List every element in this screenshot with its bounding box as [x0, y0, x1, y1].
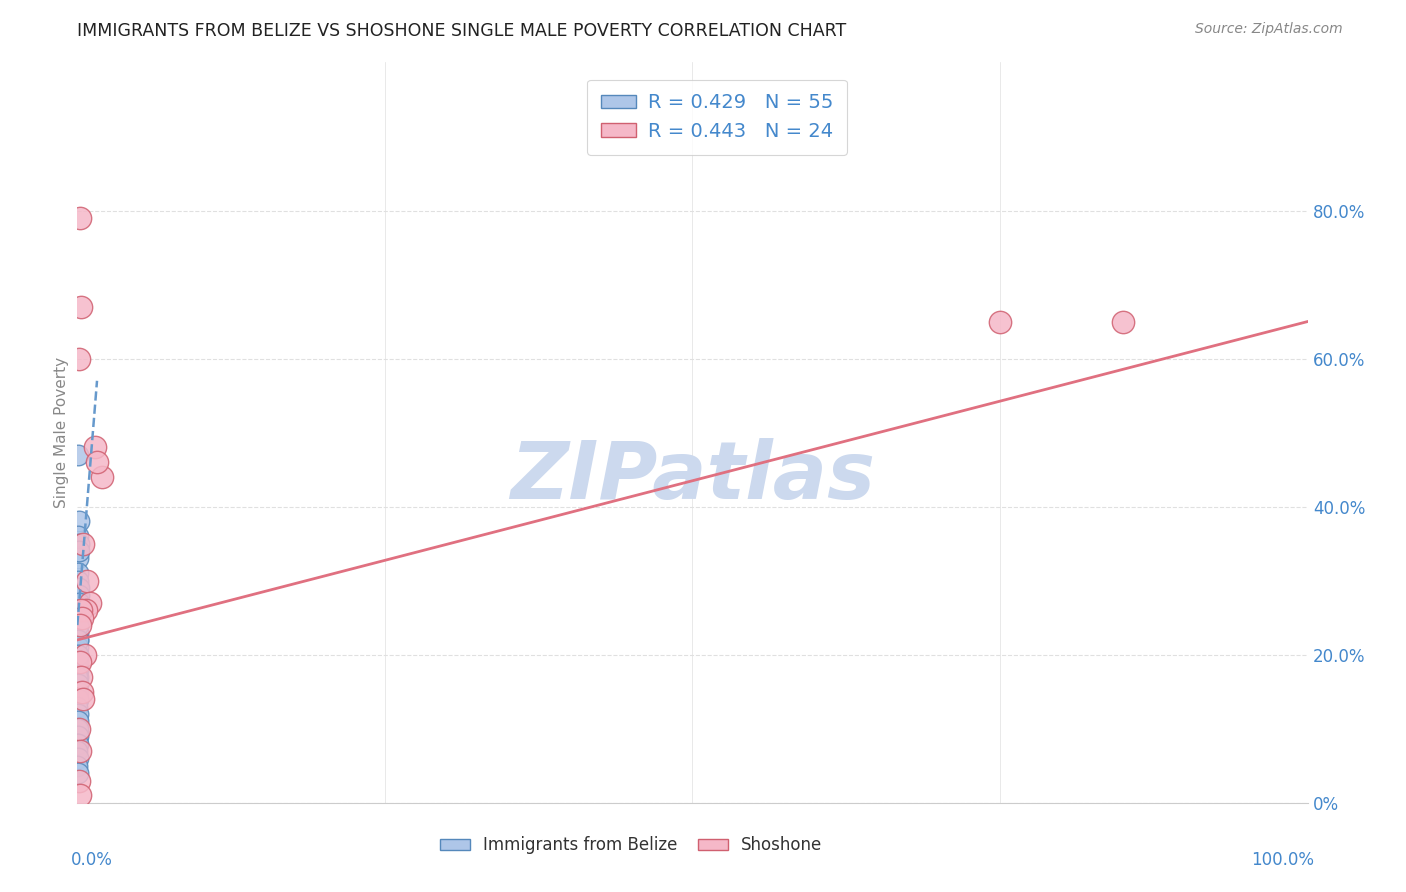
- Point: [66, 618, 89, 632]
- Point: [67, 529, 90, 543]
- Point: [66, 544, 89, 558]
- Point: [66, 625, 89, 640]
- Point: [70, 685, 93, 699]
- Point: [66, 729, 89, 743]
- Point: [67, 596, 90, 610]
- Point: [73, 648, 96, 662]
- Point: [90, 470, 114, 484]
- Point: [76, 574, 98, 588]
- Point: [70, 670, 93, 684]
- Point: [66, 692, 89, 706]
- Point: [66, 448, 89, 462]
- Point: [67, 610, 90, 624]
- Point: [67, 596, 90, 610]
- Point: [66, 706, 89, 721]
- Point: [67, 536, 90, 550]
- Point: [70, 300, 93, 314]
- Point: [67, 551, 90, 566]
- Text: Source: ZipAtlas.com: Source: ZipAtlas.com: [1195, 22, 1343, 37]
- Point: [67, 773, 90, 788]
- Point: [1112, 314, 1135, 328]
- Point: [69, 618, 91, 632]
- Point: [66, 670, 89, 684]
- Point: [79, 596, 101, 610]
- Point: [70, 610, 93, 624]
- Point: [86, 455, 108, 469]
- Point: [66, 751, 89, 765]
- Point: [67, 351, 90, 366]
- Point: [66, 685, 89, 699]
- Point: [66, 663, 89, 677]
- Point: [66, 677, 89, 691]
- Point: [69, 211, 91, 225]
- Point: [67, 515, 90, 529]
- Point: [66, 722, 89, 736]
- Point: [66, 589, 89, 603]
- Point: [66, 744, 89, 758]
- Point: [66, 618, 89, 632]
- Point: [66, 692, 89, 706]
- Point: [66, 610, 89, 624]
- Point: [67, 603, 90, 617]
- Point: [67, 648, 90, 662]
- Point: [66, 722, 89, 736]
- Y-axis label: Single Male Poverty: Single Male Poverty: [53, 357, 69, 508]
- Point: [66, 648, 89, 662]
- Point: [66, 758, 89, 772]
- Point: [69, 744, 91, 758]
- Legend: Immigrants from Belize, Shoshone: Immigrants from Belize, Shoshone: [433, 830, 828, 861]
- Point: [67, 566, 90, 581]
- Point: [988, 314, 1011, 328]
- Point: [67, 596, 90, 610]
- Text: 0.0%: 0.0%: [72, 851, 112, 869]
- Point: [67, 589, 90, 603]
- Point: [66, 581, 89, 595]
- Point: [66, 766, 89, 780]
- Point: [69, 789, 91, 803]
- Point: [72, 536, 94, 550]
- Point: [66, 618, 89, 632]
- Point: [67, 722, 90, 736]
- Point: [66, 685, 89, 699]
- Point: [66, 714, 89, 729]
- Point: [66, 632, 89, 647]
- Point: [66, 699, 89, 714]
- Point: [67, 640, 90, 655]
- Point: [66, 655, 89, 669]
- Point: [66, 737, 89, 751]
- Point: [67, 574, 90, 588]
- Point: [66, 670, 89, 684]
- Point: [66, 655, 89, 669]
- Point: [67, 610, 90, 624]
- Point: [72, 692, 94, 706]
- Point: [67, 544, 90, 558]
- Point: [67, 581, 90, 595]
- Point: [66, 632, 89, 647]
- Point: [69, 655, 91, 669]
- Text: 100.0%: 100.0%: [1251, 851, 1313, 869]
- Point: [66, 632, 89, 647]
- Text: IMMIGRANTS FROM BELIZE VS SHOSHONE SINGLE MALE POVERTY CORRELATION CHART: IMMIGRANTS FROM BELIZE VS SHOSHONE SINGL…: [77, 22, 846, 40]
- Point: [70, 603, 93, 617]
- Point: [75, 603, 97, 617]
- Point: [66, 737, 89, 751]
- Point: [83, 441, 105, 455]
- Point: [67, 603, 90, 617]
- Text: ZIPatlas: ZIPatlas: [510, 438, 875, 516]
- Point: [66, 610, 89, 624]
- Point: [66, 648, 89, 662]
